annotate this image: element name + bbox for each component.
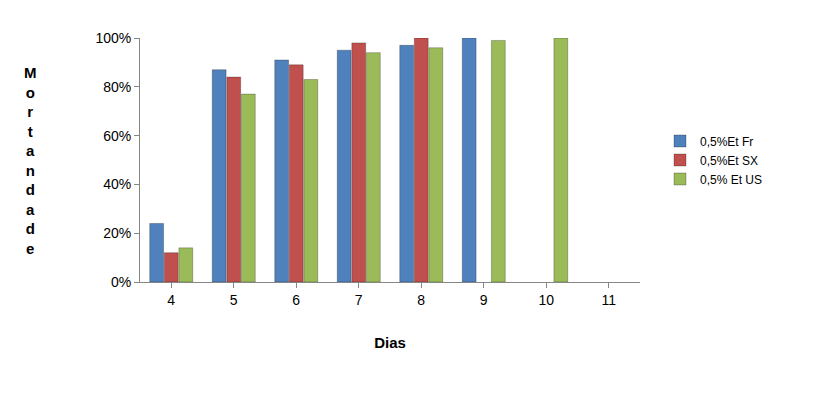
svg-text:5: 5: [230, 292, 238, 308]
svg-text:0,5%Et Fr: 0,5%Et Fr: [700, 135, 753, 149]
svg-text:0,5% Et US: 0,5% Et US: [700, 173, 762, 187]
svg-text:0%: 0%: [111, 274, 131, 290]
svg-text:11: 11: [601, 292, 616, 308]
svg-text:80%: 80%: [103, 79, 131, 95]
svg-text:7: 7: [355, 292, 363, 308]
svg-text:6: 6: [292, 292, 300, 308]
svg-text:100%: 100%: [95, 30, 131, 46]
svg-text:4: 4: [167, 292, 175, 308]
svg-text:8: 8: [417, 292, 425, 308]
svg-text:9: 9: [480, 292, 488, 308]
svg-text:Mortandade: Mortandade: [24, 64, 37, 257]
svg-text:10: 10: [538, 292, 554, 308]
svg-text:40%: 40%: [103, 176, 131, 192]
svg-text:60%: 60%: [103, 128, 131, 144]
svg-text:20%: 20%: [103, 225, 131, 241]
svg-text:Dias: Dias: [374, 334, 406, 351]
svg-text:0,5%Et SX: 0,5%Et SX: [700, 154, 758, 168]
